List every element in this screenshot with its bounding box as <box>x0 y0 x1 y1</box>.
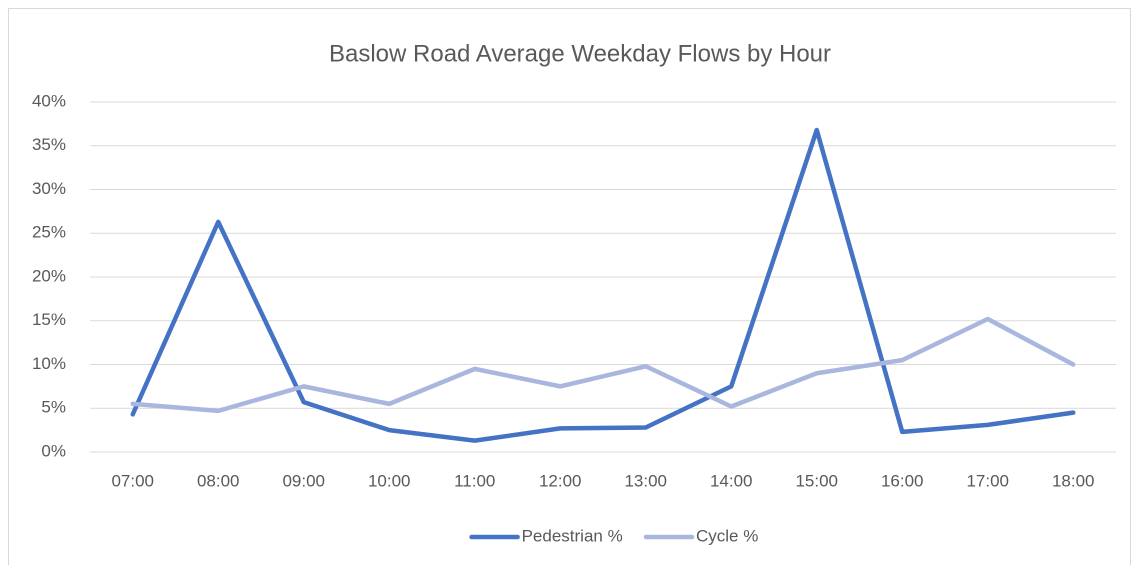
x-tick-label: 10:00 <box>368 471 411 490</box>
chart-title: Baslow Road Average Weekday Flows by Hou… <box>329 40 831 67</box>
x-tick-label: 16:00 <box>881 471 924 490</box>
y-tick-label: 30% <box>32 179 66 198</box>
y-tick-label: 25% <box>32 223 66 242</box>
x-tick-label: 09:00 <box>282 471 325 490</box>
y-tick-label: 20% <box>32 266 66 285</box>
legend-label: Pedestrian % <box>522 526 623 545</box>
x-tick-label: 15:00 <box>795 471 838 490</box>
y-tick-label: 5% <box>41 398 66 417</box>
y-tick-label: 35% <box>32 135 66 154</box>
x-tick-label: 07:00 <box>111 471 154 490</box>
x-tick-label: 08:00 <box>197 471 240 490</box>
y-tick-label: 40% <box>32 91 66 110</box>
x-tick-label: 17:00 <box>966 471 1009 490</box>
y-tick-label: 0% <box>41 441 66 460</box>
series-line <box>130 316 1076 414</box>
series-line <box>130 127 1076 443</box>
x-tick-label: 12:00 <box>539 471 582 490</box>
x-tick-label: 14:00 <box>710 471 753 490</box>
x-tick-label: 18:00 <box>1052 471 1095 490</box>
legend-label: Cycle % <box>696 526 758 545</box>
y-tick-label: 15% <box>32 310 66 329</box>
x-tick-label: 13:00 <box>624 471 667 490</box>
y-tick-label: 10% <box>32 354 66 373</box>
x-tick-label: 11:00 <box>454 471 495 490</box>
chart-border <box>8 8 1131 565</box>
